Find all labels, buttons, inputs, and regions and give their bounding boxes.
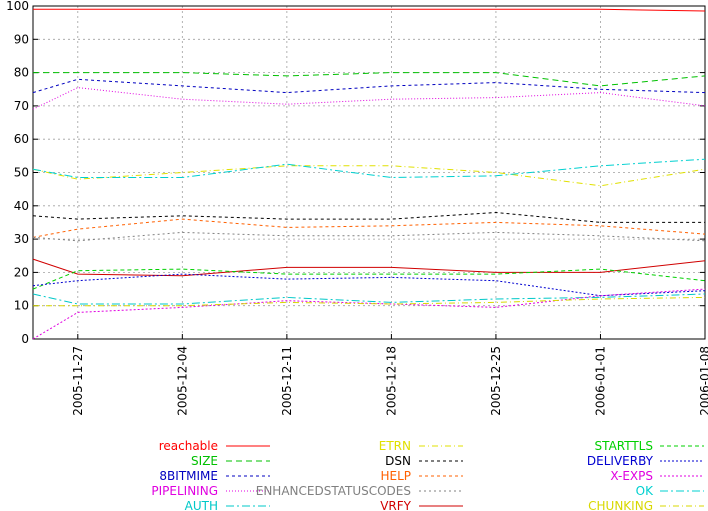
y-tick-label: 10 (14, 299, 29, 313)
series-lines (32, 8, 706, 340)
y-tick-label: 60 (14, 132, 29, 146)
series-line-reachable (33, 8, 706, 12)
x-tick-label: 2006-01-08 (698, 346, 708, 416)
y-tick-label: 30 (14, 232, 29, 246)
legend-label: SIZE (191, 454, 218, 468)
series-line-dsn (32, 211, 705, 223)
legend-label: 8BITMIME (159, 469, 218, 483)
legend-label: AUTH (185, 499, 218, 511)
series-line-vrfy (32, 258, 706, 277)
x-tick-label: 2005-12-18 (384, 346, 398, 416)
legend-label: DSN (385, 454, 411, 468)
series-line-8bitmime (32, 78, 706, 94)
y-tick-label: 50 (14, 166, 29, 180)
grid-lines (33, 6, 705, 339)
x-tick-label: 2006-01-01 (593, 346, 607, 416)
series-line-enhancedstatuscodes (32, 231, 706, 242)
legend-label: HELP (380, 469, 411, 483)
legend-label: reachable (159, 439, 218, 453)
legend-label: VRFY (380, 499, 411, 511)
plot-frame (32, 5, 706, 340)
series-line-auth (32, 293, 706, 305)
legend-label: STARTTLS (595, 439, 653, 453)
series-line-etrn (32, 165, 706, 187)
axes: 0 10 20 30 40 50 60 70 80 90 100 2005-11-27 2005-12-… (6, 0, 708, 416)
x-tick-label: 2005-12-11 (280, 346, 294, 416)
legend-label: X-EXPS (610, 469, 653, 483)
series-line-help (32, 218, 706, 238)
legend-label: DELIVERBY (587, 454, 654, 468)
y-tick-label: 20 (14, 265, 29, 279)
legend-label: ENHANCEDSTATUSCODES (256, 484, 411, 498)
series-line-chunking (33, 296, 706, 307)
legend-label: PIPELINING (151, 484, 218, 498)
x-tick-label: 2005-12-25 (489, 346, 503, 416)
y-tick-label: 0 (21, 332, 29, 346)
y-tick-label: 80 (14, 66, 29, 80)
legend-label: OK (636, 484, 654, 498)
series-line-x-exps (32, 288, 706, 340)
x-tick-label: 2005-11-27 (71, 346, 85, 416)
legend: reachableSIZE8BITMIMEPIPELININGAUTHETRND… (151, 439, 704, 511)
y-tick-label: 90 (14, 32, 29, 46)
series-line-size (33, 72, 706, 87)
x-tick-label: 2005-12-04 (175, 346, 189, 416)
series-line-ok (32, 158, 706, 179)
y-tick-label: 100 (6, 0, 29, 13)
series-line-starttls (32, 268, 706, 290)
legend-label: ETRN (379, 439, 411, 453)
y-tick-label: 40 (14, 199, 29, 213)
series-line-pipelining (32, 87, 706, 110)
y-tick-label: 70 (14, 99, 29, 113)
series-line-deliverby (32, 273, 706, 297)
legend-label: CHUNKING (588, 499, 653, 511)
